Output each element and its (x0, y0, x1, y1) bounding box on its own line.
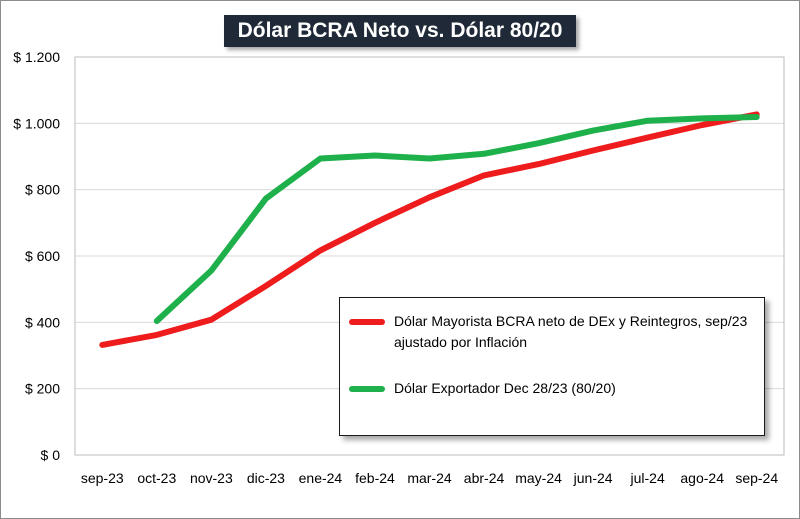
x-tick-label: nov-23 (190, 470, 233, 486)
y-tick-label: $ 1.000 (13, 115, 60, 131)
legend-swatch-exportador (349, 386, 385, 392)
x-axis-ticks: sep-23 oct-23 nov-23 dic-23 ene-24 feb-24 mar-… (81, 470, 778, 486)
x-tick-label: ene-24 (299, 470, 343, 486)
legend: Dólar Mayorista BCRA neto de DEx y Reint… (339, 297, 765, 436)
y-axis-ticks: $ 0 $ 200 $ 400 $ 600 $ 800 $ 1.000 $ 1.200 (13, 49, 60, 463)
x-tick-label: abr-24 (464, 470, 505, 486)
legend-label-mayorista: Dólar Mayorista BCRA neto de DEx y Reint… (394, 313, 748, 350)
y-tick-label: $ 200 (25, 381, 60, 397)
x-tick-label: dic-23 (247, 470, 285, 486)
plot-area (74, 56, 785, 456)
x-tick-label: oct-23 (137, 470, 176, 486)
x-tick-label: jul-24 (630, 470, 665, 486)
y-tick-label: $ 400 (25, 314, 60, 330)
x-tick-label: sep-23 (81, 470, 124, 486)
x-tick-label: mar-24 (407, 470, 452, 486)
series-line-1 (153, 114, 760, 324)
chart-title-box: Dólar BCRA Neto vs. Dólar 80/20 (224, 15, 576, 47)
x-tick-label: jun-24 (573, 470, 613, 486)
x-tick-label: sep-24 (735, 470, 778, 486)
series-line-0 (99, 111, 760, 348)
y-tick-label: $ 1.200 (13, 49, 60, 65)
y-tick-label: $ 800 (25, 182, 60, 198)
y-tick-label: $ 0 (41, 447, 61, 463)
chart-title: Dólar BCRA Neto vs. Dólar 80/20 (237, 19, 563, 42)
y-tick-label: $ 600 (25, 248, 60, 264)
x-tick-label: may-24 (515, 470, 562, 486)
x-tick-label: feb-24 (355, 470, 395, 486)
legend-swatch-mayorista (349, 319, 385, 325)
legend-label-exportador: Dólar Exportador Dec 28/23 (80/20) (394, 380, 616, 396)
x-tick-label: ago-24 (680, 470, 724, 486)
series-lines (99, 111, 760, 348)
